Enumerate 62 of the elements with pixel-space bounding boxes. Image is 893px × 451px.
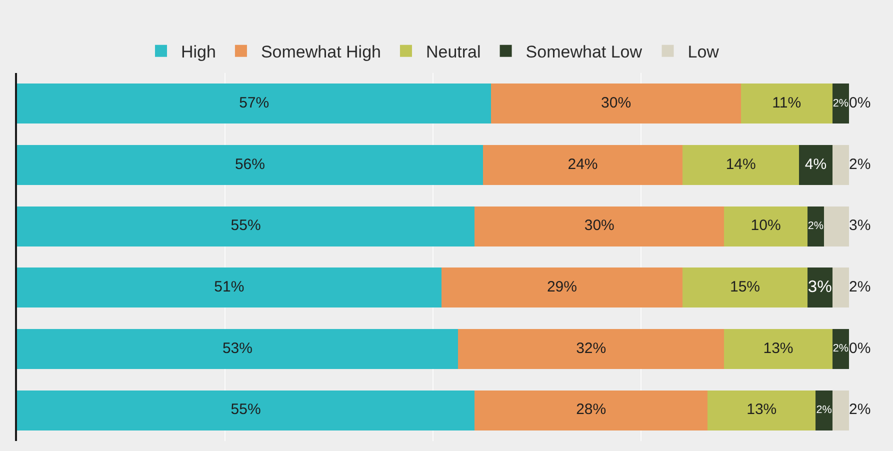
data-label: 30% — [601, 94, 632, 112]
bar — [17, 206, 475, 246]
data-label: 14% — [726, 156, 756, 173]
bar — [832, 390, 849, 430]
bar — [474, 206, 724, 246]
data-label: 55% — [230, 401, 261, 418]
bar — [491, 84, 741, 124]
bar — [807, 206, 824, 246]
bar — [824, 206, 849, 246]
bar — [740, 84, 832, 124]
data-label: 2% — [832, 97, 849, 110]
bar — [474, 390, 708, 430]
bar — [441, 268, 683, 308]
data-label: 10% — [750, 217, 781, 234]
data-label: 13% — [763, 340, 794, 357]
bar — [17, 390, 475, 430]
bar — [816, 390, 832, 430]
bar — [458, 329, 724, 369]
data-label: 2% — [849, 401, 871, 418]
bar — [17, 268, 442, 308]
bar — [17, 329, 458, 369]
data-label: 2% — [832, 342, 849, 355]
data-label: 28% — [576, 401, 606, 418]
data-label: 0% — [849, 94, 871, 112]
data-label: 24% — [568, 156, 598, 173]
bar — [724, 206, 808, 246]
bar — [17, 84, 492, 124]
bar — [482, 145, 683, 185]
data-label: 2% — [849, 156, 871, 173]
bar — [832, 145, 849, 185]
data-label: 15% — [730, 278, 760, 296]
bar — [17, 145, 483, 185]
legend-label: High — [181, 42, 216, 62]
legend-label: Somewhat High — [260, 42, 381, 62]
data-label: 0% — [849, 340, 871, 357]
data-label: 30% — [584, 217, 614, 234]
bar — [708, 390, 816, 430]
data-label: 51% — [214, 278, 244, 296]
data-label: 32% — [576, 340, 606, 357]
bar — [832, 268, 849, 308]
data-label: 3% — [849, 217, 871, 234]
data-label: 2% — [816, 404, 832, 416]
legend-label: Low — [688, 42, 720, 62]
data-label: 57% — [239, 94, 270, 112]
data-label: 55% — [230, 217, 261, 234]
legend-label: Somewhat Low — [526, 42, 643, 62]
data-label: 4% — [804, 156, 827, 173]
data-label: 53% — [222, 340, 252, 357]
data-label: 3% — [808, 276, 832, 296]
data-label: 11% — [772, 94, 802, 112]
data-label: 56% — [234, 156, 265, 173]
bar — [799, 145, 832, 185]
bar — [682, 145, 800, 185]
data-label: 2% — [808, 220, 824, 232]
bar — [724, 329, 832, 369]
data-label: 2% — [849, 278, 871, 296]
data-label: 29% — [546, 278, 577, 296]
bar — [832, 329, 849, 369]
bar — [682, 268, 808, 308]
legend-label: Neutral — [426, 42, 481, 62]
bar — [832, 84, 849, 124]
data-label: 13% — [746, 401, 777, 418]
